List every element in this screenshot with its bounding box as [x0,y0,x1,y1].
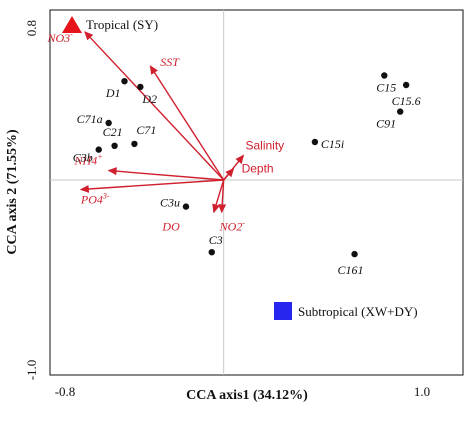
vector-arrow-do [212,179,225,214]
site-label-c15: C15 [376,81,396,95]
site-label-c15i: C15i [321,137,344,151]
subtropical-legend-label: Subtropical (XW+DY) [298,304,418,319]
site-point-c71 [131,140,138,148]
vector-arrow-sst [149,65,225,181]
site-label-c3u: C3u [160,196,180,210]
vector-label-salinity: Salinity [246,138,285,152]
vector-label-nh4: NH4+ [74,153,103,168]
site-label-c161: C161 [338,263,364,277]
vector-label-po4: PO43- [80,192,110,207]
site-point-c71a [105,119,112,127]
tropical-legend-label: Tropical (SY) [86,17,158,32]
site-label-c71a: C71a [77,112,103,126]
x-tick-label-left: -0.8 [55,384,76,399]
site-point-c91 [396,108,404,115]
site-label-c3: C3 [209,233,223,247]
site-point-d1 [121,78,128,85]
y-tick-label-top: 0.8 [24,20,39,36]
y-axis-title: CCA axis 2 (71.55%) [5,129,20,255]
vector-arrow-po4 [79,179,224,193]
site-point-c15i [311,138,319,146]
x-tick-label-right: 1.0 [414,384,430,399]
site-point-c3u [182,203,190,210]
site-point-d2 [137,83,144,91]
vector-label-no2: NO2- [219,218,246,233]
site-label-c21: C21 [103,125,123,139]
site-point-c161 [351,250,358,258]
site-point-c21 [111,142,118,149]
site-point-c15 [381,72,388,79]
site-point-c3 [208,249,215,256]
vector-arrow-no3 [84,31,225,181]
vector-arrow-nh4 [107,167,224,181]
tropical-legend-triangle-icon [62,16,82,33]
vector-label-do: DO [161,219,180,233]
site-label-c3b: C3b [73,151,93,165]
vector-arrow-depth [223,167,235,181]
site-label-c15-6: C15.6 [392,94,421,108]
site-label-c91: C91 [376,117,396,131]
y-tick-label-bottom: -1.0 [24,360,39,381]
vector-label-depth: Depth [242,162,274,176]
vector-label-no3: NO3- [46,30,73,45]
site-point-c3b [95,146,102,153]
site-point-c15-6 [402,81,410,89]
subtropical-legend-square-icon [274,302,292,320]
x-axis-title: CCA axis1 (34.12%) [186,388,308,403]
vector-arrow-no2 [218,179,227,214]
vector-label-sst: SST [160,55,180,69]
plot-frame [49,9,464,376]
environment-vectors: NO3- SST NH4+ PO43- DO NO2- Salinity Depth [46,30,284,234]
site-label-d2: D2 [141,92,157,106]
site-label-c71: C71 [136,123,156,137]
site-label-d1: D1 [105,86,121,100]
